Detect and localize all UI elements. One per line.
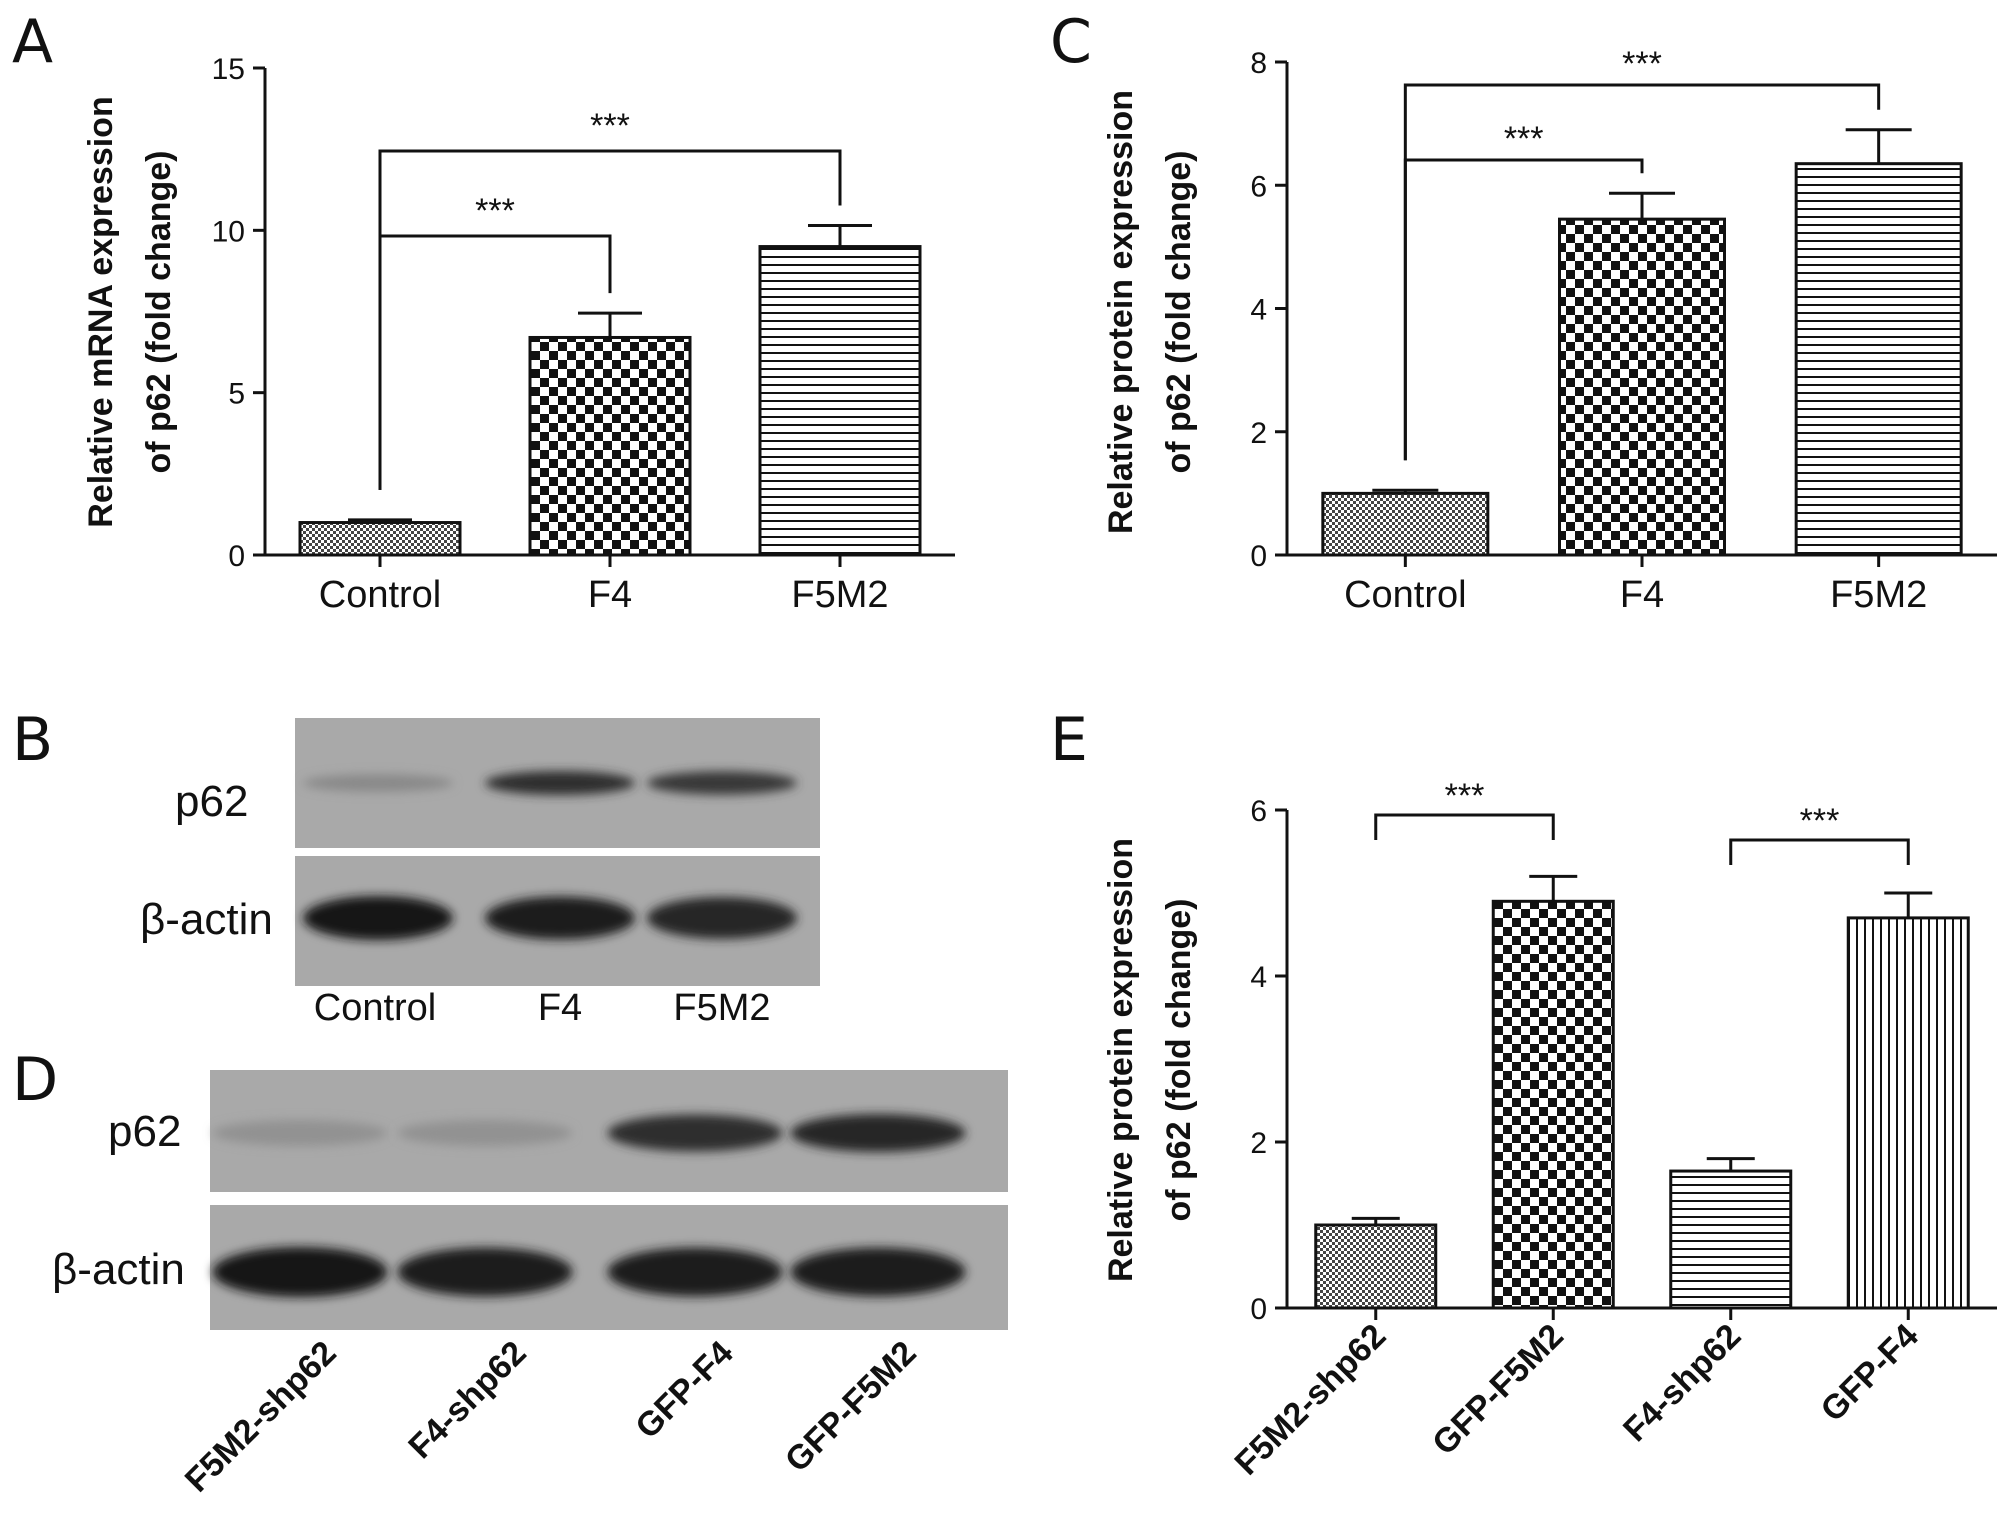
panel-letter-e: E — [1050, 705, 1088, 775]
beta-actin-band — [607, 1247, 783, 1297]
y-tick-label: 0 — [1250, 540, 1267, 573]
x-tick-label: F4-shp62 — [1616, 1317, 1748, 1449]
significance-label: *** — [1800, 802, 1840, 840]
chart-panel-e: 0 2 4 6 Relative protein expression of p62 (f… — [1102, 777, 1997, 1483]
p62-band — [397, 1120, 573, 1146]
p62-band — [212, 1120, 388, 1146]
p62-band — [790, 1114, 966, 1152]
beta-actin-band — [790, 1247, 966, 1297]
bar — [758, 245, 922, 557]
blot-d-lane-label: GFP-F5M2 — [778, 1334, 924, 1480]
bar — [1558, 217, 1726, 557]
y-tick-label: 0 — [228, 540, 245, 573]
blot-d-lane-label: GFP-F4 — [628, 1334, 740, 1446]
significance-label: *** — [1445, 777, 1485, 815]
x-tick-label: F5M2 — [1830, 574, 1927, 616]
significance-bracket — [1403, 83, 1881, 461]
y-tick-label: 5 — [228, 378, 245, 411]
y-axis-label: of p62 (fold change) — [1160, 899, 1198, 1222]
blot-b-lane-label: F5M2 — [673, 987, 770, 1029]
p62-band — [607, 1114, 783, 1152]
beta-actin-band — [303, 896, 453, 940]
y-tick-label: 8 — [1250, 47, 1267, 80]
p62-band — [303, 774, 453, 792]
x-tick-label: F4 — [1620, 574, 1664, 616]
p62-band — [647, 771, 797, 795]
y-tick-label: 6 — [1250, 795, 1267, 828]
y-axis-label: Relative protein expression — [1102, 90, 1140, 534]
significance-bracket — [1729, 838, 1910, 865]
blot-b-lane-label: F4 — [538, 987, 582, 1029]
x-tick-label: GFP-F5M2 — [1425, 1317, 1571, 1463]
y-tick-label: 2 — [1250, 1127, 1267, 1160]
p62-band — [485, 770, 635, 796]
y-tick-label: 2 — [1250, 417, 1267, 450]
x-tick-label: F5M2 — [791, 574, 888, 616]
beta-actin-band — [485, 896, 635, 940]
x-tick-label: F4 — [588, 574, 632, 616]
y-tick-label: 4 — [1250, 294, 1267, 327]
beta-actin-band — [647, 897, 797, 939]
y-tick-label: 0 — [1250, 1293, 1267, 1326]
y-axis-label: of p62 (fold change) — [1160, 151, 1198, 474]
y-tick-label: 15 — [212, 53, 245, 86]
western-blot-d: p62 β-actin F5M2-shp62 F4-shp62 GFP-F4 GFP-… — [52, 1070, 1008, 1500]
blot-d-lane-label: F5M2-shp62 — [178, 1334, 344, 1500]
bar — [1321, 491, 1490, 557]
y-tick-label: 10 — [212, 215, 245, 248]
panel-letter-c: C — [1050, 7, 1092, 77]
bar — [1669, 1169, 1793, 1310]
beta-actin-band — [397, 1247, 573, 1297]
blot-d-row-label-p62: p62 — [108, 1107, 181, 1156]
blot-b-row-label-actin: β-actin — [140, 895, 273, 944]
significance-label: *** — [1622, 45, 1662, 83]
x-tick-label: F5M2-shp62 — [1228, 1317, 1394, 1483]
chart-panel-a: 0 5 10 15 Relative mRNA expression of p62 (fo… — [82, 53, 955, 616]
bar — [1846, 916, 1970, 1310]
x-tick-label: GFP-F4 — [1814, 1317, 1926, 1429]
y-tick-label: 4 — [1250, 961, 1267, 994]
x-tick-label: Control — [319, 574, 442, 616]
y-axis-label: Relative protein expression — [1102, 838, 1140, 1282]
bar — [528, 335, 692, 557]
y-axis-label: Relative mRNA expression — [82, 96, 120, 527]
blot-b-lane-label: Control — [314, 987, 437, 1029]
bar — [1794, 162, 1963, 557]
western-blot-b: p62 β-actin Control F4 F5M2 — [140, 718, 820, 1029]
x-tick-label: Control — [1344, 574, 1467, 616]
significance-label: *** — [590, 107, 630, 145]
chart-panel-c: 0 2 4 6 8 Relative protein expression of p62 (… — [1102, 45, 1997, 616]
panel-letter-d: D — [12, 1045, 58, 1115]
significance-label: *** — [475, 192, 515, 230]
bar — [1314, 1223, 1438, 1310]
blot-b-row-label-p62: p62 — [175, 777, 248, 826]
panel-letter-a: A — [12, 7, 53, 77]
significance-bracket — [378, 149, 842, 490]
blot-d-lane-label: F4-shp62 — [401, 1334, 533, 1466]
beta-actin-band — [212, 1247, 388, 1297]
bar — [298, 521, 462, 557]
panel-letter-b: B — [12, 705, 53, 775]
y-tick-label: 6 — [1250, 170, 1267, 203]
blot-d-row-label-actin: β-actin — [52, 1245, 185, 1294]
bar — [1491, 899, 1615, 1310]
y-axis-label: of p62 (fold change) — [140, 151, 178, 474]
significance-bracket — [1374, 813, 1555, 840]
significance-label: *** — [1504, 120, 1544, 158]
